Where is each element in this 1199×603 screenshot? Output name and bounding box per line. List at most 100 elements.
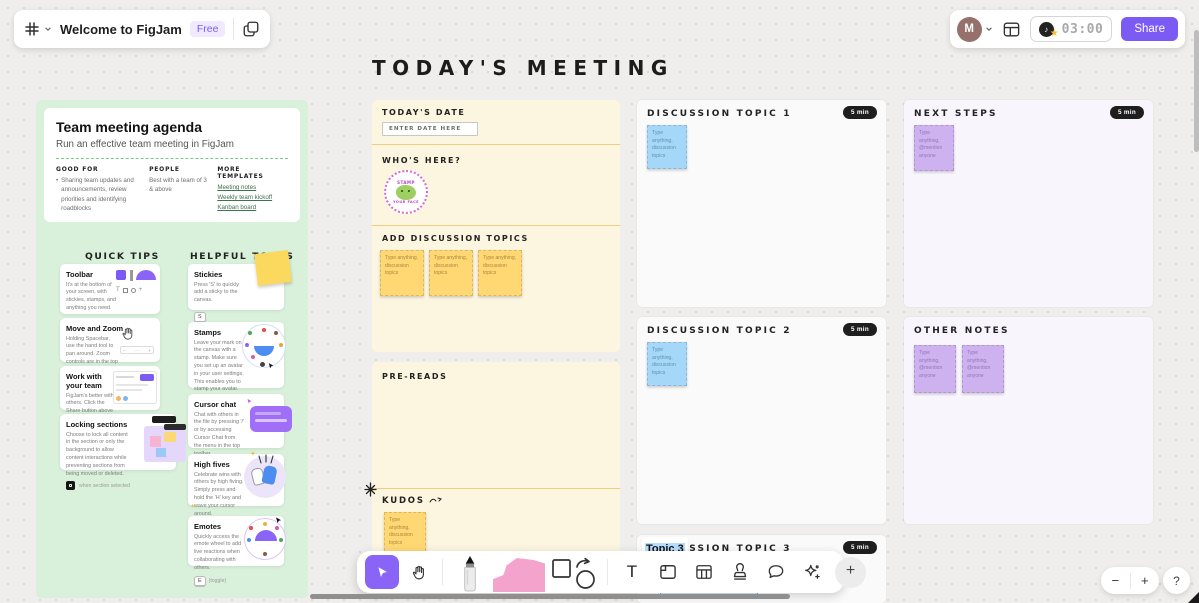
templates-tool-button[interactable]	[795, 555, 829, 589]
zoom-out-button[interactable]: −	[1111, 573, 1120, 588]
tool-card-high-fives[interactable]: High fives Celebrate wins with others by…	[188, 451, 286, 533]
section-tool-button[interactable]	[651, 555, 685, 589]
resize-corner[interactable]	[1188, 592, 1199, 603]
tip-title: Toolbar	[66, 270, 93, 279]
plan-badge[interactable]: Free	[189, 21, 226, 37]
horizontal-scrollbar-thumb[interactable]	[310, 594, 790, 599]
whos-here-heading: WHO'S HERE?	[382, 156, 462, 165]
tool-body: Leave your mark on the canvas with a sta…	[194, 339, 244, 393]
people-text: Best with a team of 3 & above	[149, 177, 207, 194]
add-more-button[interactable]: +	[835, 556, 866, 588]
sticky-note[interactable]: Type anything, discussion topics	[380, 250, 424, 296]
agenda-card[interactable]: Team meeting agenda Run an effective tea…	[44, 108, 300, 222]
time-badge[interactable]: 5 min	[1110, 106, 1144, 119]
board-title[interactable]: TODAY'S MEETING	[372, 56, 674, 80]
date-heading: TODAY'S DATE	[382, 108, 466, 117]
good-for-item: • Sharing team updates and announcements…	[56, 176, 140, 213]
account-menu-button[interactable]: M	[956, 16, 993, 42]
avatar: M	[956, 16, 982, 42]
agenda-subtitle: Run an effective team meeting in FigJam	[56, 139, 234, 150]
star-doodle-icon[interactable]	[363, 482, 378, 497]
mini-circle-icon	[130, 287, 136, 293]
spark-lines	[258, 454, 274, 464]
template-link-meeting-notes[interactable]: Meeting notes	[217, 184, 257, 191]
timer-widget[interactable]: ♪ ★ 03:00	[1029, 16, 1113, 42]
hand-tool-button[interactable]	[401, 555, 435, 589]
text-tool-button[interactable]: T	[615, 555, 649, 589]
next-steps-section-panel[interactable]: NEXT STEPS 5 min Type anything, @mention…	[904, 100, 1153, 307]
sticky-text: Type anything, @mention anyone	[919, 130, 943, 159]
template-link-weekly-kickoff[interactable]: Weekly team kickoff	[217, 193, 273, 201]
helpful-tools-heading: HELPFUL TOOLS	[190, 251, 295, 262]
sticky-note[interactable]: Type anything, discussion topics	[384, 512, 426, 556]
date-input[interactable]	[382, 122, 478, 136]
figjam-logo-icon	[25, 22, 39, 36]
tool-card-emotes[interactable]: Emotes Quickly access the emote wheel to…	[188, 516, 286, 587]
other-notes-section-panel[interactable]: OTHER NOTES Type anything, @mention anyo…	[904, 317, 1153, 524]
sticky-note[interactable]: Type anything, @mention anyone	[914, 125, 954, 171]
vertical-scrollbar-thumb[interactable]	[1194, 30, 1199, 152]
hand-right	[261, 464, 278, 486]
help-button[interactable]: ?	[1163, 567, 1190, 594]
select-tool-button[interactable]	[365, 555, 399, 589]
people-column: PEOPLE Best with a team of 3 & above	[149, 166, 208, 213]
washi-tape-tool-button[interactable]	[492, 552, 546, 592]
main-menu-button[interactable]	[24, 21, 52, 37]
kudos-heading: KUDOS	[382, 496, 425, 506]
tip-card-locking[interactable]: Locking sections Choose to lock all cont…	[60, 414, 186, 491]
intro-section-panel[interactable]: Team meeting agenda Run an effective tea…	[36, 100, 308, 598]
cursor-chat-illustration	[244, 399, 292, 438]
mini-share-button	[140, 374, 154, 381]
file-title[interactable]: Welcome to FigJam	[60, 21, 182, 37]
text-tool-icon: T	[626, 562, 638, 581]
marker-tool-button[interactable]	[450, 552, 490, 592]
sticky-note[interactable]: Type anything, @mention anyone	[962, 345, 1004, 393]
meeting-section-panel[interactable]: TODAY'S DATE WHO'S HERE? STAMP YOUR FACE…	[372, 100, 620, 352]
zoom-in-button[interactable]: +	[1140, 573, 1149, 588]
mini-line	[116, 389, 142, 391]
tool-card-stamps[interactable]: Stamps Leave your mark on the canvas wit…	[188, 322, 286, 409]
layouts-button[interactable]	[1002, 20, 1021, 39]
stamp-tool-button[interactable]	[723, 555, 757, 589]
tip-card-toolbar[interactable]: Toolbar It's at the bottom of your scree…	[60, 264, 160, 314]
topic1-section-panel[interactable]: DISCUSSION TOPIC 1 5 min Type anything, …	[637, 100, 886, 307]
sticky-note[interactable]: Type anything, @mention anyone	[914, 345, 956, 393]
time-badge[interactable]: 5 min	[843, 106, 877, 119]
sticky-note[interactable]: Type anything, discussion topics	[478, 250, 522, 296]
mini-tooltip	[164, 424, 186, 430]
bottom-toolbar: T +	[357, 551, 866, 593]
tool-card-stickies[interactable]: Stickies Press 'S' to quickly add a stic…	[188, 250, 292, 323]
good-for-column: GOOD FOR • Sharing team updates and anno…	[56, 166, 140, 213]
tip-card-team[interactable]: Work with your team FigJam's better with…	[60, 366, 160, 422]
tip-card-move-zoom[interactable]: Move and Zoom Holding Spacebar, use the …	[60, 318, 160, 393]
time-badge[interactable]: 5 min	[843, 323, 877, 336]
lock-icon	[66, 481, 75, 491]
share-button[interactable]: Share	[1121, 17, 1178, 41]
template-link-kanban[interactable]: Kanban board	[217, 203, 257, 211]
sticky-text: Type anything, @mention anyone	[967, 350, 991, 379]
tip-title: Work with your team	[66, 372, 102, 390]
time-badge[interactable]: 5 min	[843, 541, 877, 554]
star-icon: ★	[1049, 27, 1059, 39]
mini-line	[116, 384, 148, 386]
stamp-your-face-badge[interactable]: STAMP YOUR FACE	[384, 170, 428, 214]
topic2-section-panel[interactable]: DISCUSSION TOPIC 2 5 min Type anything, …	[637, 317, 886, 524]
chat-tool-button[interactable]	[759, 555, 793, 589]
quick-tips-heading: QUICK TIPS	[85, 251, 160, 262]
tool-card-cursor-chat[interactable]: Cursor chat Chat with others in the file…	[188, 394, 292, 477]
table-tool-button[interactable]	[687, 555, 721, 589]
kudos-heading-row: KUDOS	[382, 496, 442, 506]
layout-grid-icon	[1003, 21, 1020, 37]
wheel-top	[255, 530, 277, 541]
shapes-tool-button[interactable]	[548, 552, 600, 592]
duplicate-file-button[interactable]	[242, 20, 260, 38]
prereads-section-panel[interactable]: PRE-READS KUDOS Type anything, discussio…	[372, 362, 620, 556]
section-icon	[660, 565, 676, 579]
sparkle-dot: ✦	[190, 504, 196, 510]
sticky-note[interactable]: Type anything, discussion topics	[429, 250, 473, 296]
sticky-note[interactable]: Type anything, discussion topics	[647, 342, 687, 386]
sticky-note[interactable]: Type anything, discussion topics	[647, 125, 687, 169]
mini-square-icon	[122, 287, 128, 293]
tool-body: Press 'S' to quickly add a sticky to the…	[194, 281, 239, 304]
